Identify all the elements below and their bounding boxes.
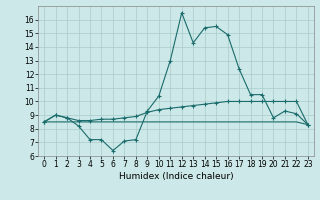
X-axis label: Humidex (Indice chaleur): Humidex (Indice chaleur) — [119, 172, 233, 181]
